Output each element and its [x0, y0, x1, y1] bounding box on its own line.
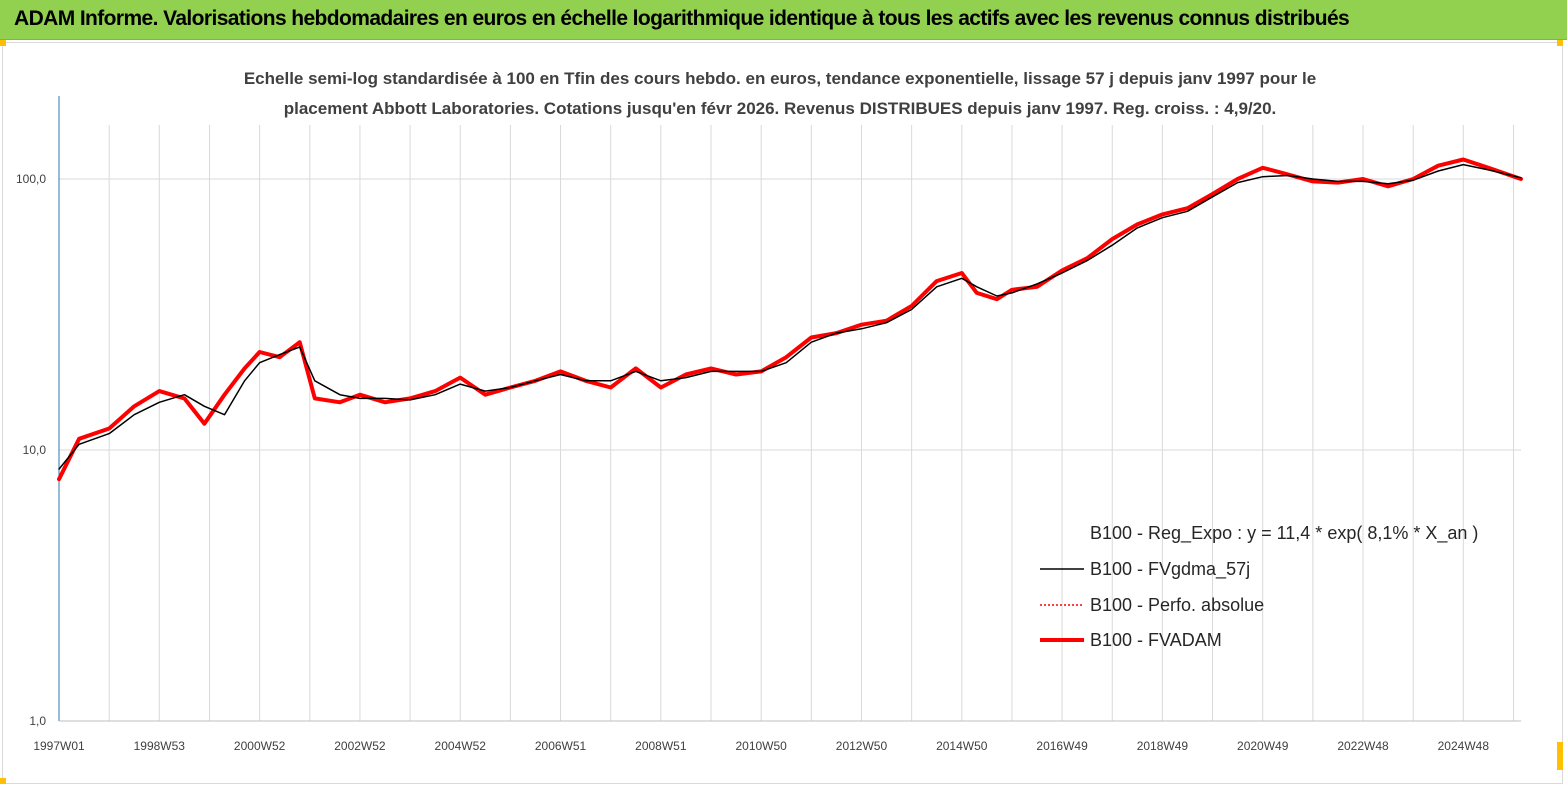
- legend-label-reg: B100 - Reg_Expo : y = 11,4 * exp( 8,1% *…: [1090, 523, 1478, 544]
- y-tick-label: 1,0: [29, 714, 46, 728]
- legend-label-fvadam: B100 - FVADAM: [1090, 630, 1222, 650]
- legend-label-perfo: B100 - Perfo. absolue: [1090, 595, 1264, 615]
- x-tick-label: 2002W52: [334, 739, 386, 753]
- series-lines: [57, 157, 1523, 482]
- x-tick-label: 2004W52: [435, 739, 487, 753]
- corner-marker-top-right: [1557, 40, 1563, 46]
- axes: [58, 96, 1521, 722]
- corner-marker-bottom-right: [1557, 742, 1563, 770]
- x-tick-label: 2022W48: [1337, 739, 1389, 753]
- x-tick-label: 2024W48: [1438, 739, 1490, 753]
- x-tick-label: 1997W01: [33, 739, 85, 753]
- legend: B100 - Reg_Expo : y = 11,4 * exp( 8,1% *…: [1040, 523, 1478, 650]
- gridlines: [59, 125, 1521, 722]
- series-line-reg: [59, 179, 1521, 456]
- x-tick-label: 2020W49: [1237, 739, 1289, 753]
- corner-marker-bottom-left: [0, 778, 6, 784]
- y-tick-label: 100,0: [16, 172, 46, 186]
- x-tick-label: 2018W49: [1137, 739, 1189, 753]
- x-tick-label: 2014W50: [936, 739, 988, 753]
- chart-frame: [2, 42, 1563, 784]
- series-line-fvadam: [57, 157, 1523, 482]
- x-tick-label: 2006W51: [535, 739, 587, 753]
- x-tick-label: 2016W49: [1036, 739, 1088, 753]
- x-tick-label: 2008W51: [635, 739, 687, 753]
- x-tick-label: 2000W52: [234, 739, 286, 753]
- x-tick-label: 2010W50: [735, 739, 787, 753]
- x-tick-label: 2012W50: [836, 739, 888, 753]
- chart-title-line-2: placement Abbott Laboratories. Cotations…: [284, 99, 1277, 118]
- header-banner: ADAM Informe. Valorisations hebdomadaire…: [0, 0, 1567, 40]
- y-tick-label: 10,0: [23, 443, 47, 457]
- series-line-fvgdma: [58, 163, 1522, 470]
- report-title: ADAM Informe. Valorisations hebdomadaire…: [14, 7, 1350, 30]
- corner-marker-top-left: [0, 40, 6, 46]
- chart-title-line-1: Echelle semi-log standardisée à 100 en T…: [244, 69, 1316, 88]
- x-tick-label: 1998W53: [134, 739, 186, 753]
- tick-labels: 1,0 10,0 100,0 1997W01 1998W53 2000W52 2002W52…: [16, 172, 1489, 753]
- legend-label-fvgdma: B100 - FVgdma_57j: [1090, 559, 1250, 580]
